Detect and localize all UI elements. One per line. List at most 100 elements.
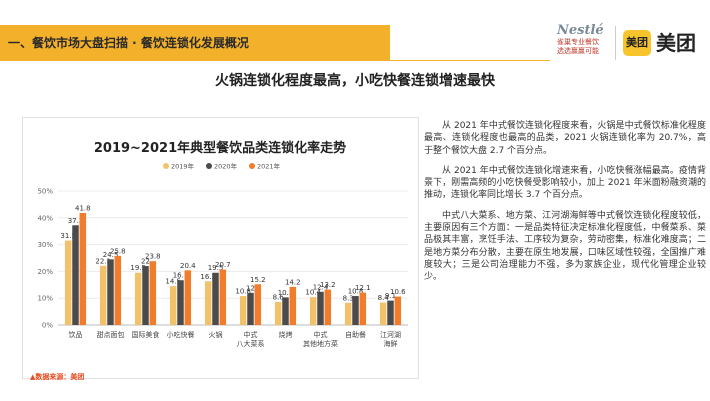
data-label: 19.5: [208, 264, 224, 272]
x-tick-label-line: 烧烤: [279, 330, 293, 339]
y-tick-label: 20%: [37, 268, 53, 276]
bar: [254, 284, 262, 325]
data-label: 13.2: [320, 281, 336, 289]
bar: [359, 292, 367, 325]
page-title: 火锅连锁化程度最高，小吃快餐连锁增速最快: [215, 73, 495, 89]
data-label: 8.4: [378, 294, 390, 302]
header-divider: [390, 60, 550, 61]
chart-title: 2019~2021年典型餐饮品类连锁化率走势: [94, 140, 346, 156]
data-label: 10.6: [390, 288, 406, 296]
bar: [274, 301, 282, 325]
data-label: 19.5: [130, 264, 146, 272]
bar: [204, 281, 212, 325]
nestle-tagline: 选选赢赢可能: [557, 47, 599, 55]
logo-divider: [615, 26, 616, 60]
bar: [282, 297, 289, 325]
data-label: 10.8: [348, 288, 364, 296]
analysis-text: 从 2021 年中式餐饮连锁化程度来看，火锅是中式餐饮标准化程度最高、连锁化程度…: [424, 120, 706, 292]
bar: [114, 255, 122, 325]
data-label: 23.8: [145, 253, 161, 261]
x-tick-label-line: 火锅: [209, 330, 223, 339]
data-label: 8.6: [273, 293, 285, 301]
data-label: 16.7: [173, 272, 189, 280]
bar: [79, 212, 87, 325]
data-label: 22: [141, 258, 150, 266]
analysis-paragraph-3: 中式八大菜系、地方菜、江河湖海鲜等中式餐饮连锁化程度较低，主要原因有三个方面：一…: [424, 210, 706, 283]
legend-label-3: 2021年: [257, 162, 281, 171]
bar: [289, 286, 297, 325]
data-label: 9.1: [385, 292, 396, 300]
x-tick-label-line: 自助餐: [345, 330, 366, 339]
bar: [219, 269, 227, 325]
data-label: 25.8: [110, 247, 126, 255]
data-label: 16.3: [200, 273, 216, 281]
bar: [352, 296, 359, 325]
bar: [107, 259, 114, 325]
x-tick-label: 烧烤: [279, 330, 293, 339]
bar: [317, 291, 324, 325]
bar: [387, 300, 394, 325]
legend-label-1: 2019年: [171, 162, 195, 171]
data-label: 15.2: [250, 276, 266, 284]
bar: [344, 302, 352, 325]
nestle-subtitle: 雀巢专业餐饮: [557, 38, 599, 46]
meituan-wordmark: 美团: [656, 31, 696, 55]
legend-marker-2: [206, 163, 212, 169]
data-label: 41.8: [75, 204, 91, 212]
chart-panel: 2019~2021年典型餐饮品类连锁化率走势 2019年 2020年 2021年 0% 1…: [22, 117, 419, 379]
bar: [142, 266, 149, 325]
data-label: 31.5: [60, 232, 76, 240]
y-tick-label: 40%: [37, 214, 53, 222]
bar: [247, 292, 254, 325]
x-tick-label-line: 其他地方菜: [303, 339, 338, 348]
data-label: 8.3: [343, 294, 354, 302]
bar: [212, 272, 219, 325]
x-tick-label-line: 海鲜: [384, 339, 398, 348]
bar: [239, 296, 247, 325]
section-header-title: 一、餐饮市场大盘扫描 · 餐饮连锁化发展概况: [8, 36, 249, 50]
legend-label-2: 2020年: [214, 162, 238, 171]
data-label: 37.2: [68, 217, 84, 225]
data-label: 20.4: [180, 262, 196, 270]
nestle-wordmark: Nestlé: [557, 23, 604, 38]
x-tick-label-line: 国际美食: [132, 330, 160, 339]
source-note: ▲数据来源：美团: [30, 373, 85, 381]
data-label: 14.5: [165, 278, 181, 286]
data-label: 24.5: [103, 251, 119, 259]
bar: [184, 270, 192, 325]
bar-chart: 2019~2021年典型餐饮品类连锁化率走势 2019年 2020年 2021年 0% 1…: [37, 140, 408, 348]
data-label: 12.1: [355, 284, 371, 292]
x-tick-label-line: 中式: [314, 330, 328, 339]
nestle-logo: Nestlé 雀巢专业餐饮 选选赢赢可能: [557, 24, 609, 56]
data-label: 10.8: [235, 288, 251, 296]
x-tick-label-line: 江河湖: [380, 330, 401, 339]
meituan-badge-logo: 美团: [623, 30, 651, 56]
x-tick-label: 火锅: [209, 330, 223, 339]
x-tick-label-line: 小吃快餐: [167, 330, 195, 339]
bar: [177, 280, 184, 325]
data-label: 10.3: [278, 289, 294, 297]
bar: [134, 272, 142, 325]
section-header-band: 一、餐饮市场大盘扫描 · 餐饮连锁化发展概况: [0, 25, 390, 61]
bar: [169, 286, 177, 325]
data-label: 22.1: [95, 257, 111, 265]
x-tick-label-line: 八大菜系: [237, 339, 265, 348]
x-tick-label: 自助餐: [345, 330, 366, 339]
x-tick-label: 甜点面包: [97, 330, 125, 339]
bar: [379, 302, 387, 325]
x-tick-label: 国际美食: [132, 330, 160, 339]
bar: [309, 297, 317, 325]
bar: [324, 289, 332, 325]
bar: [64, 240, 72, 325]
x-tick-label-line: 甜点面包: [97, 330, 125, 339]
brand-logos: Nestlé 雀巢专业餐饮 选选赢赢可能 美团 美团: [555, 22, 705, 66]
legend-marker-1: [163, 163, 169, 169]
x-tick-label: 饮品: [69, 330, 83, 339]
x-tick-label-line: 饮品: [69, 330, 83, 339]
data-label: 12: [246, 284, 255, 292]
x-tick-label: 小吃快餐: [167, 330, 195, 339]
bar: [72, 225, 79, 325]
x-tick-label-line: 中式: [244, 330, 258, 339]
legend-marker-3: [249, 163, 255, 169]
analysis-paragraph-2: 从 2021 年中式餐饮连锁化增速来看，小吃快餐涨幅最高。疫情背景下，刚需高频的…: [424, 165, 706, 201]
